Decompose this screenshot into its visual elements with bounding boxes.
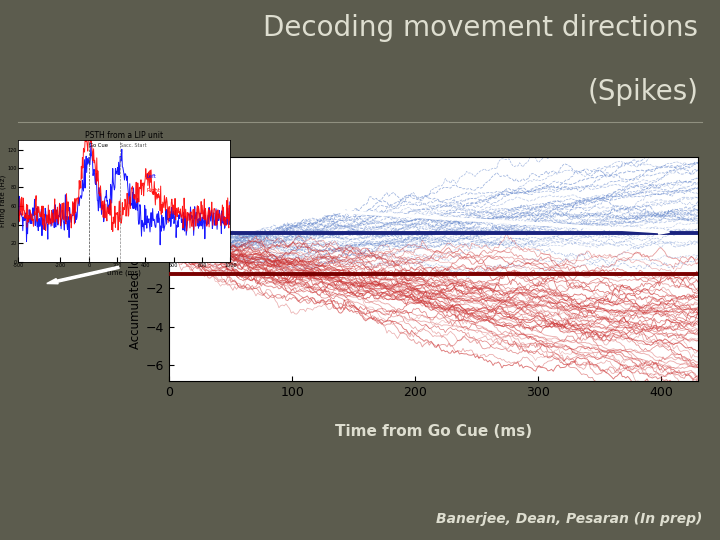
Text: Banerjee, Dean, Pesaran (In prep): Banerjee, Dean, Pesaran (In prep) xyxy=(436,512,702,526)
Y-axis label: Firing rate (Hz): Firing rate (Hz) xyxy=(0,175,6,227)
Text: Decoding movement directions: Decoding movement directions xyxy=(264,14,698,42)
Text: Time from Go Cue (ms): Time from Go Cue (ms) xyxy=(336,424,532,439)
Text: (Spikes): (Spikes) xyxy=(588,78,698,106)
Y-axis label: Accumulated log-likelihood: Accumulated log-likelihood xyxy=(129,189,142,348)
Text: Go Cue: Go Cue xyxy=(89,143,108,148)
Text: Left: Left xyxy=(147,174,157,179)
Title: PSTH from a LIP unit: PSTH from a LIP unit xyxy=(85,131,163,140)
Text: Right: Right xyxy=(147,188,161,193)
Text: Sacc. Start: Sacc. Start xyxy=(120,143,147,148)
X-axis label: time (ms): time (ms) xyxy=(107,269,141,276)
